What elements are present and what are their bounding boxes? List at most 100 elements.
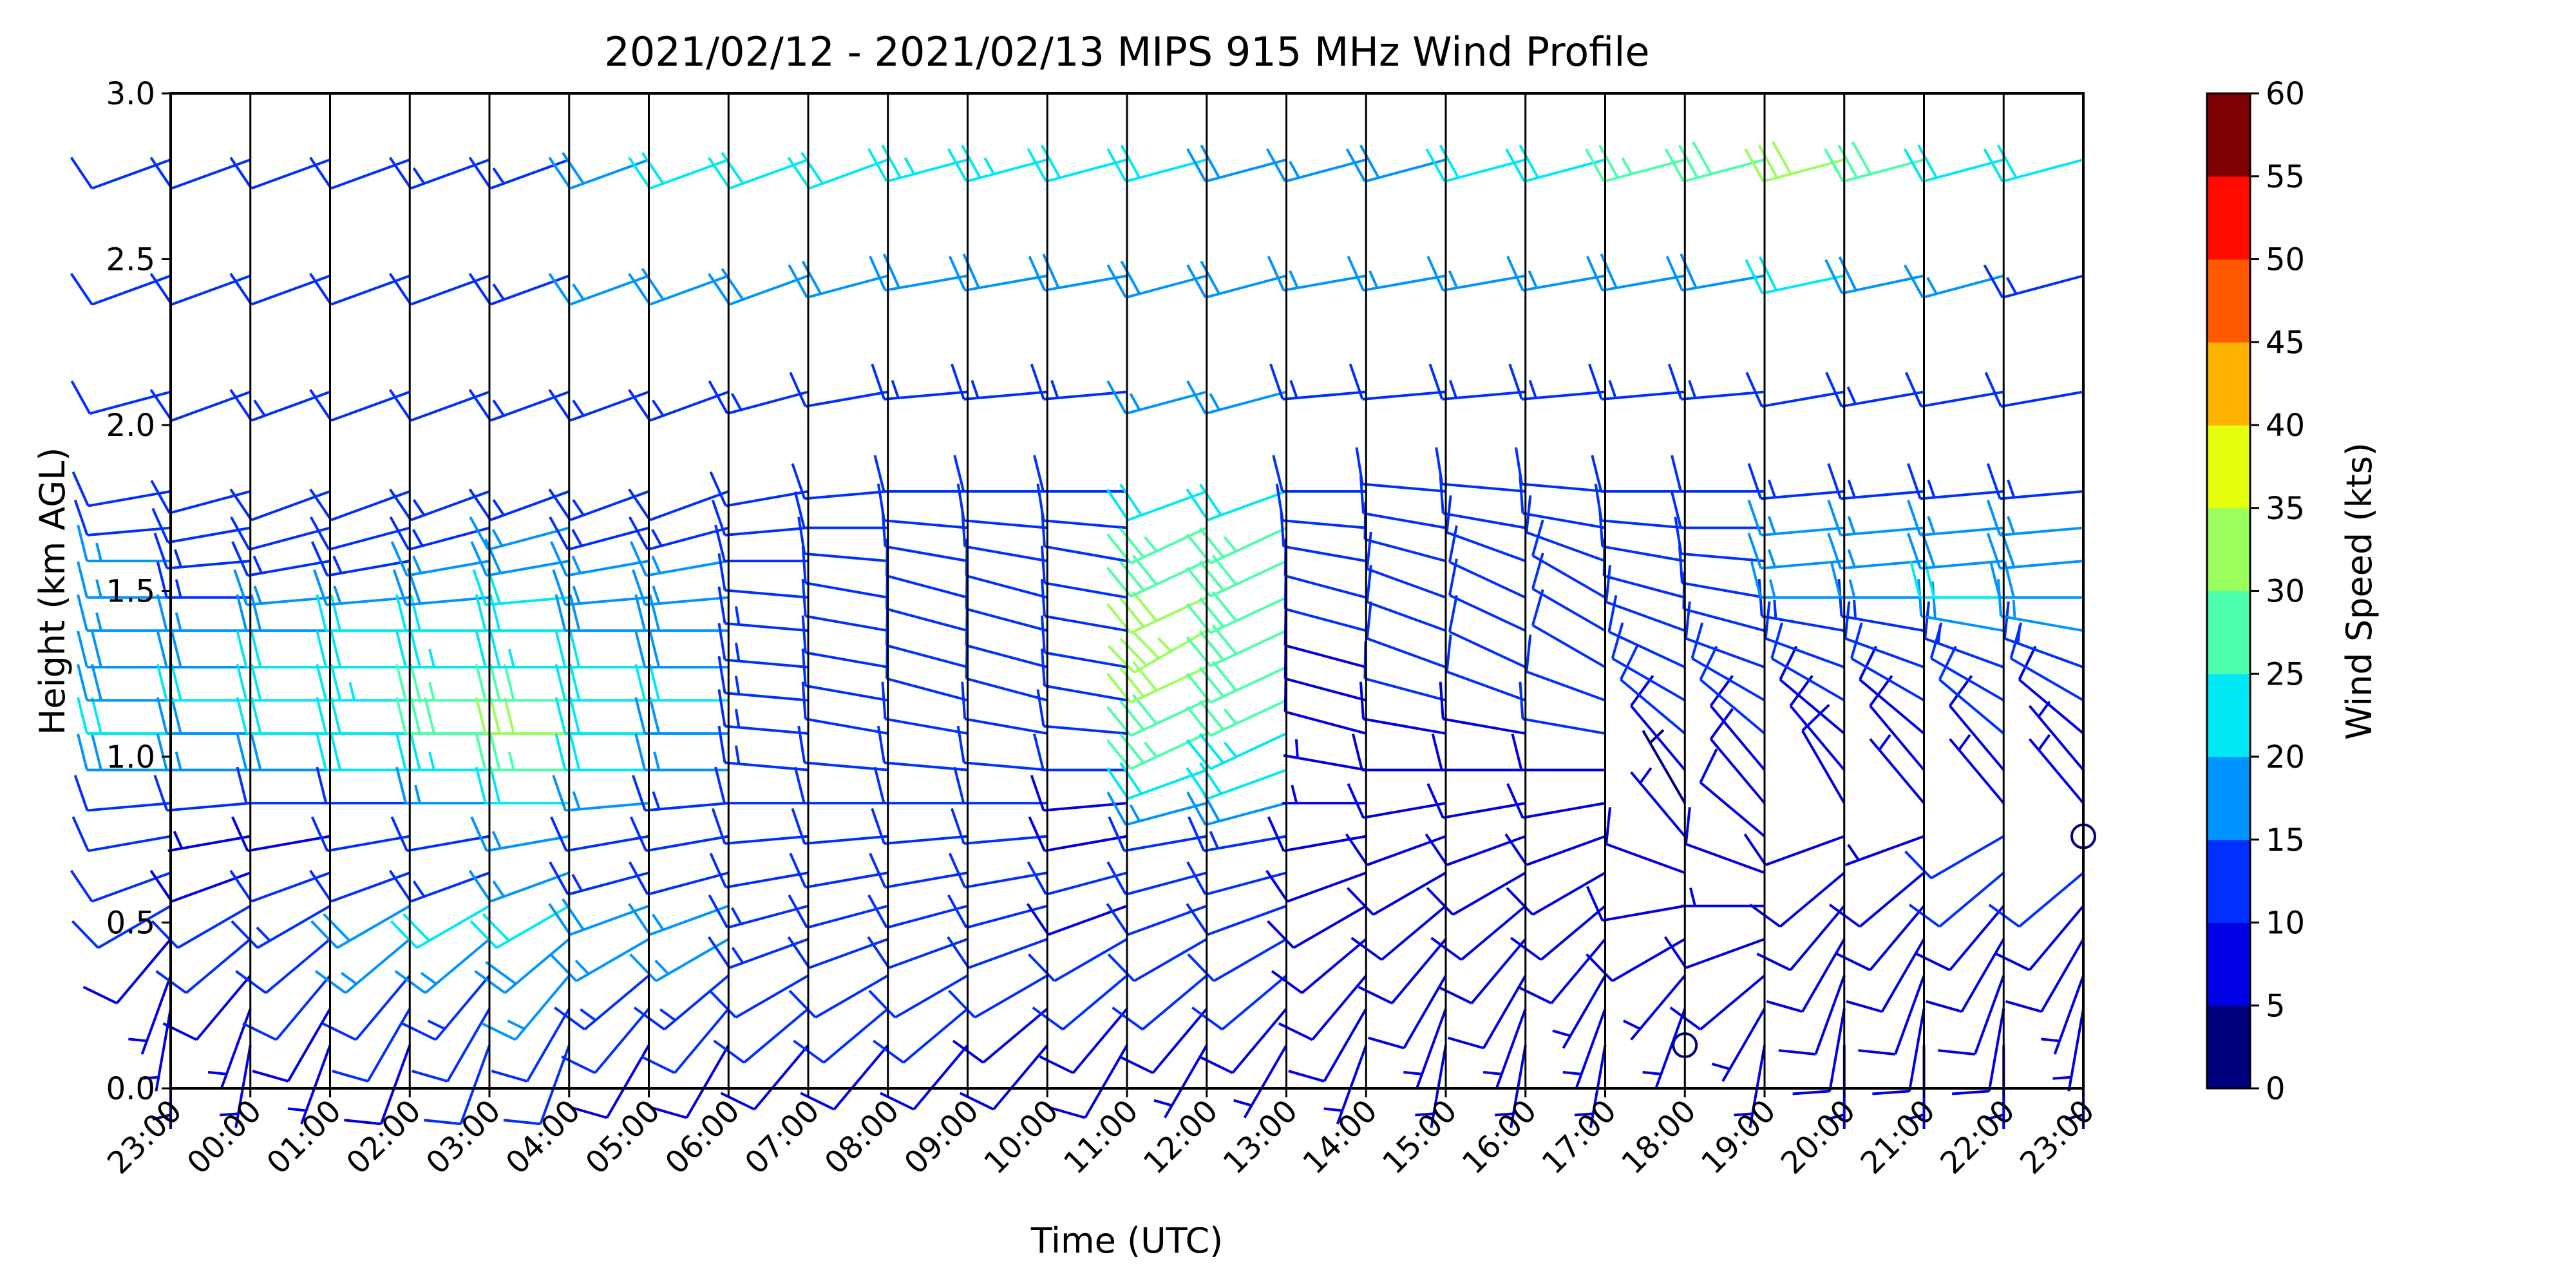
barb-full — [873, 455, 886, 492]
barb-staff — [171, 158, 251, 190]
wind-barb — [475, 766, 569, 805]
x-tick-label: 13:00 — [1217, 1093, 1305, 1181]
wind-barb — [1586, 886, 1685, 922]
wind-barb — [554, 663, 649, 702]
wind-barb — [1986, 463, 2084, 500]
barb-staff — [1844, 637, 1925, 668]
barb-full — [1850, 622, 1863, 659]
barb-full — [489, 766, 501, 804]
barb-full — [554, 594, 567, 631]
barb-half — [730, 907, 743, 925]
barb-full — [629, 953, 658, 982]
barb-staff — [1301, 938, 1367, 994]
barb-half — [580, 1008, 596, 1021]
barb-full — [867, 936, 890, 969]
barb-full — [881, 144, 902, 178]
barb-full — [789, 853, 807, 888]
wind-barb — [1514, 447, 1605, 493]
barb-staff — [247, 835, 330, 853]
barb-staff — [1869, 738, 1926, 804]
barb-full — [1827, 499, 1842, 536]
barb-full — [721, 268, 744, 301]
barb-full — [708, 380, 729, 415]
barb-half — [333, 585, 342, 604]
barb-staff — [1960, 938, 2005, 1012]
barb-full — [469, 920, 498, 949]
wind-barb — [388, 156, 490, 190]
y-tick-label: 3.0 — [106, 76, 155, 112]
barb-full — [1198, 597, 1225, 628]
barb-half — [253, 399, 266, 417]
x-axis: 23:00 00:0001:0002:0003:0004:0005:0006:00… — [100, 1088, 2101, 1181]
wind-barb — [1951, 1009, 2005, 1095]
barb-full — [423, 1119, 461, 1126]
barb-staff — [1608, 630, 1686, 668]
barb-full — [1036, 689, 1045, 726]
barb-full — [503, 1119, 541, 1126]
barb-full — [1119, 638, 1148, 667]
barb-staff — [1789, 905, 1846, 971]
barb-full — [485, 961, 517, 985]
wind-barb — [1859, 645, 1925, 735]
barb-full — [562, 151, 585, 185]
barb-staff — [1285, 607, 1367, 632]
barb-full — [788, 894, 808, 929]
barb-staff — [1221, 974, 1287, 1030]
barb-staff — [327, 835, 410, 853]
wind-barb — [801, 649, 889, 702]
wind-barb — [1265, 869, 1367, 903]
barb-full — [629, 541, 648, 576]
barb-full — [550, 541, 568, 576]
barb-staff — [1938, 871, 2005, 928]
wind-barb — [634, 630, 729, 668]
barb-staff — [753, 1044, 810, 1110]
barb-staff — [729, 158, 809, 190]
colorbar-segment — [2207, 342, 2250, 426]
barb-staff — [1681, 582, 1765, 599]
barb-full — [1107, 953, 1135, 982]
wind-barb — [390, 541, 490, 577]
barb-half — [731, 947, 744, 964]
wind-barb — [634, 697, 729, 735]
wind-barb — [789, 853, 889, 889]
barb-full — [344, 1119, 381, 1126]
barb-full — [489, 630, 501, 668]
barb-full — [229, 389, 252, 422]
wind-barb — [1026, 903, 1128, 936]
barb-half — [1623, 1019, 1641, 1030]
barb-staff — [2002, 274, 2084, 299]
barb-staff — [1054, 938, 1128, 982]
x-tick-label: 01:00 — [260, 1093, 348, 1181]
wind-barb — [956, 725, 1048, 772]
barb-staff — [1205, 274, 1287, 299]
barb-full — [1448, 525, 1458, 563]
barb-full — [714, 524, 726, 562]
barb-full — [392, 569, 408, 605]
barb-full — [489, 697, 501, 734]
wind-barb — [1426, 783, 1526, 819]
barb-staff — [884, 835, 968, 845]
barb-half — [491, 831, 502, 849]
barb-staff — [1949, 738, 2005, 804]
wind-barb — [1904, 372, 2004, 408]
wind-barb — [390, 816, 490, 853]
barb-staff — [249, 526, 331, 551]
barb-half — [1826, 1113, 1845, 1121]
wind-barb — [316, 734, 410, 772]
barb-full — [1931, 581, 1937, 619]
barb-full — [1352, 734, 1363, 771]
wind-barb — [156, 663, 251, 702]
barb-staff — [251, 871, 331, 903]
wind-barb — [230, 516, 331, 551]
barb-staff — [1044, 651, 1128, 668]
barb-staff — [2002, 158, 2084, 183]
barb-staff — [140, 975, 172, 1055]
barb-staff — [647, 871, 729, 896]
barb-full — [791, 808, 806, 844]
barb-full — [632, 569, 647, 605]
wind-barb — [1106, 380, 1208, 415]
wind-barb — [1107, 938, 1208, 982]
x-tick-label: 09:00 — [898, 1093, 986, 1181]
wind-barb — [1995, 905, 2085, 972]
barb-full — [1030, 363, 1045, 400]
